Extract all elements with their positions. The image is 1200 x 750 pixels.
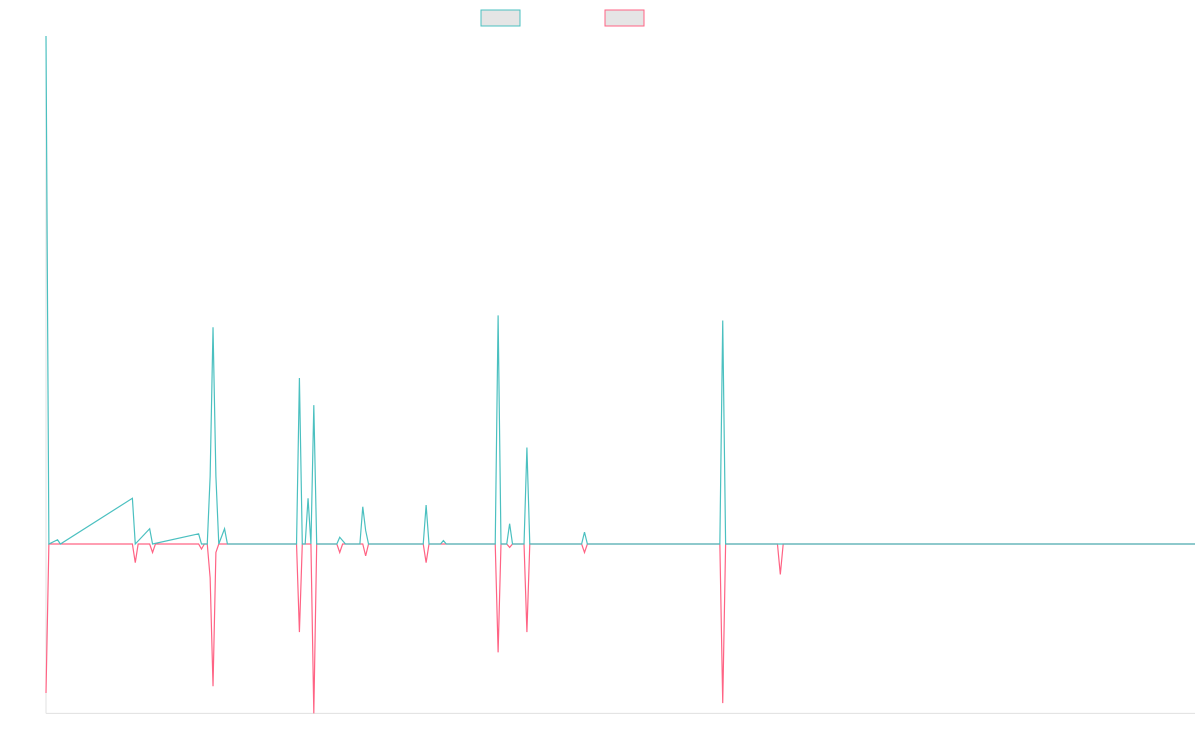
series-b-point[interactable] [525, 630, 529, 634]
legend-swatch-series-b[interactable] [604, 9, 645, 27]
series-a-point[interactable] [364, 528, 368, 532]
series-a-line [45, 35, 1195, 546]
series-b-point[interactable] [214, 550, 218, 554]
series-a-point[interactable] [297, 376, 301, 380]
series-a-point[interactable] [361, 505, 365, 509]
series-b-point[interactable] [133, 561, 137, 565]
series-a-point[interactable] [44, 34, 48, 38]
series-a-point[interactable] [424, 503, 428, 507]
series-b-point[interactable] [721, 701, 725, 705]
series-a-point[interactable] [338, 535, 342, 539]
series-b-point[interactable] [208, 576, 212, 580]
legend-swatch-series-a[interactable] [480, 9, 521, 27]
series-a-point[interactable] [223, 527, 227, 531]
legend[interactable] [480, 9, 645, 27]
series-a-point[interactable] [56, 538, 60, 542]
series-a-point[interactable] [583, 530, 587, 534]
series-a-point[interactable] [721, 318, 725, 322]
series-b-point[interactable] [338, 550, 342, 554]
series-a-point[interactable] [197, 532, 201, 536]
series-a-point[interactable] [208, 474, 212, 478]
series-b-point[interactable] [312, 711, 316, 715]
series-a-point[interactable] [148, 527, 152, 531]
series-a-point[interactable] [211, 325, 215, 329]
series-b-line [45, 543, 1195, 714]
series-b-point[interactable] [778, 572, 782, 576]
series-a-point[interactable] [312, 403, 316, 407]
series-b-point[interactable] [151, 550, 155, 554]
series-a-point[interactable] [130, 496, 134, 500]
series-a-point[interactable] [525, 445, 529, 449]
series-a-point[interactable] [496, 313, 500, 317]
series-b-point[interactable] [211, 684, 215, 688]
series-a-point[interactable] [306, 496, 310, 500]
series-layer [44, 34, 1195, 715]
series-b-point[interactable] [364, 554, 368, 558]
series-b-point[interactable] [424, 561, 428, 565]
series-a-point[interactable] [441, 539, 445, 543]
series-a-point[interactable] [214, 474, 218, 478]
series-b-point[interactable] [44, 691, 48, 695]
series-a-point[interactable] [341, 539, 345, 543]
series-b-point[interactable] [496, 650, 500, 654]
series-b-point[interactable] [297, 630, 301, 634]
series-a-point[interactable] [508, 522, 512, 526]
series-b-point[interactable] [200, 547, 204, 551]
series-b-point[interactable] [583, 550, 587, 554]
series-b-point[interactable] [508, 545, 512, 549]
